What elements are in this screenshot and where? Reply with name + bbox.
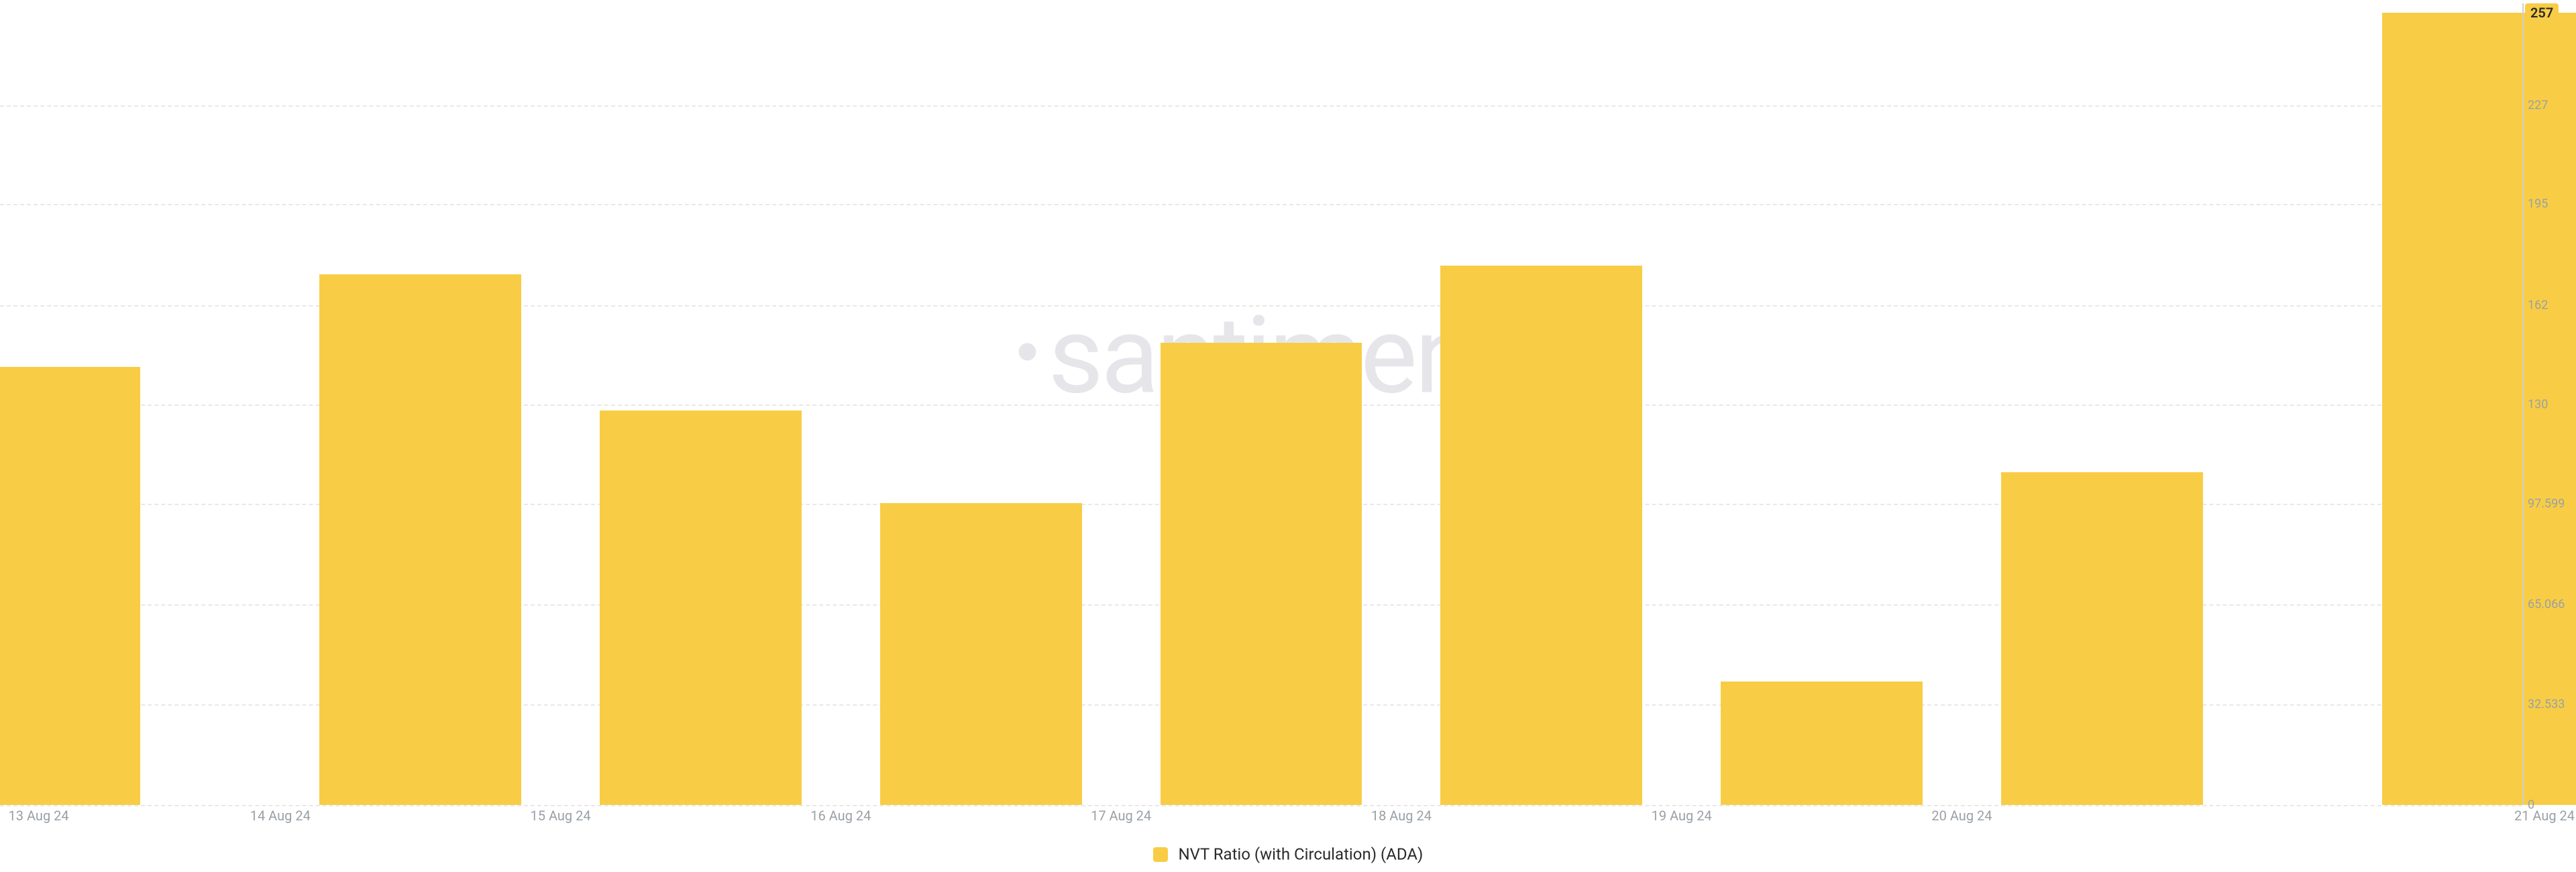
bar-slot: [1682, 3, 1962, 805]
x-axis-labels: 13 Aug 2414 Aug 2415 Aug 2416 Aug 2417 A…: [0, 808, 2522, 826]
y-highlight-badge: 257: [2525, 3, 2559, 22]
x-tick-label: 18 Aug 24: [1401, 808, 1682, 826]
y-tick-label: 195: [2528, 197, 2548, 211]
y-tick-label: 130: [2528, 397, 2548, 411]
bar-slot: [2242, 3, 2522, 805]
y-axis-line: [2522, 3, 2524, 805]
nvt-ratio-bar-chart: santiment 032.53365.06697.59913016219522…: [0, 0, 2576, 872]
x-tick-label: 16 Aug 24: [841, 808, 1121, 826]
x-tick-label: 19 Aug 24: [1682, 808, 1962, 826]
y-tick-label: 65.066: [2528, 597, 2565, 611]
bar-slot: [561, 3, 841, 805]
x-tick-label: 17 Aug 24: [1121, 808, 1401, 826]
bar-slot: [1401, 3, 1682, 805]
gridline: [0, 805, 2522, 806]
y-tick-label: 97.599: [2528, 497, 2565, 511]
x-tick-label: 20 Aug 24: [1962, 808, 2242, 826]
y-axis: 032.53365.06697.599130162195227 257: [2522, 3, 2576, 805]
x-tick-label: 15 Aug 24: [561, 808, 841, 826]
bar[interactable]: [1440, 266, 1642, 805]
y-tick-label: 32.533: [2528, 698, 2565, 712]
legend-label: NVT Ratio (with Circulation) (ADA): [1179, 845, 1424, 864]
bar[interactable]: [0, 367, 140, 805]
bar-slot: [1121, 3, 1401, 805]
bar-slot: [0, 3, 280, 805]
bar-slot: [841, 3, 1121, 805]
bar[interactable]: [880, 503, 1082, 805]
x-tick-label: 21 Aug 24: [2242, 808, 2522, 826]
bar[interactable]: [600, 411, 802, 805]
legend: NVT Ratio (with Circulation) (ADA): [0, 844, 2576, 864]
bar-slot: [280, 3, 561, 805]
bar[interactable]: [319, 274, 521, 805]
x-tick-label: 14 Aug 24: [280, 808, 561, 826]
y-tick-label: 227: [2528, 98, 2548, 112]
y-tick-label: 162: [2528, 298, 2548, 313]
x-tick-label: 13 Aug 24: [0, 808, 280, 826]
plot-area: santiment: [0, 3, 2522, 805]
bar[interactable]: [2001, 472, 2203, 805]
legend-swatch: [1153, 847, 1168, 862]
bar-slot: [1962, 3, 2242, 805]
bar[interactable]: [1161, 343, 1362, 805]
bar[interactable]: [1721, 682, 1923, 805]
